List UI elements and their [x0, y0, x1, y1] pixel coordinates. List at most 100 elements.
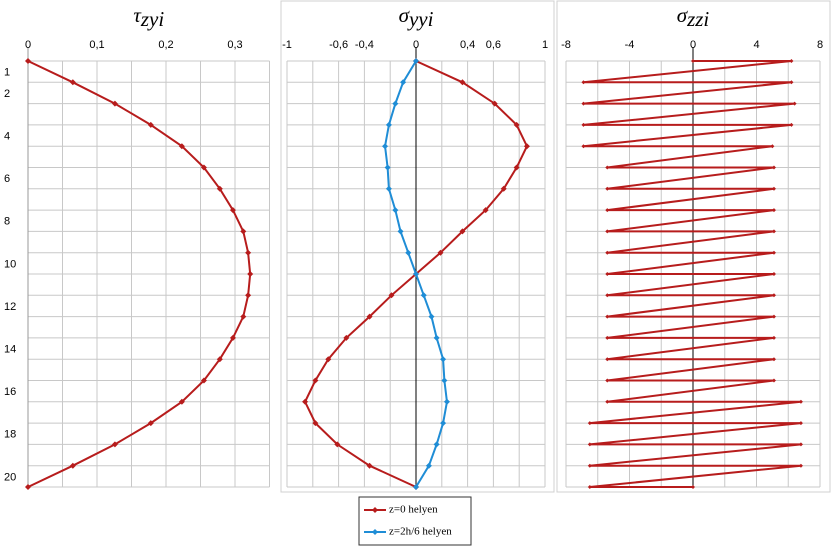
data-point	[605, 229, 610, 234]
data-point	[587, 485, 592, 489]
data-point	[384, 164, 391, 171]
data-point	[312, 420, 319, 427]
y-tick-label: 2	[4, 88, 10, 100]
y-tick-label: 18	[4, 429, 16, 441]
data-point	[200, 164, 207, 171]
title-subscript: zzi	[686, 7, 709, 31]
chart-title: σyyi	[399, 3, 434, 31]
data-point	[392, 100, 399, 107]
data-point	[771, 165, 776, 170]
data-point	[325, 356, 332, 363]
legend-marker	[372, 507, 378, 513]
y-tick-label: 8	[4, 216, 10, 228]
title-symbol: σ	[677, 3, 689, 27]
data-point	[441, 377, 448, 384]
data-point	[240, 228, 247, 235]
data-point	[581, 122, 586, 127]
data-point	[397, 228, 404, 235]
x-tick-label: -0,6	[329, 39, 348, 51]
x-tick-label: -1	[282, 39, 292, 51]
data-point	[605, 378, 610, 383]
data-point	[771, 293, 776, 298]
data-point	[605, 186, 610, 191]
x-tick-label: 0,2	[158, 39, 173, 51]
data-point	[605, 314, 610, 319]
data-point	[366, 462, 373, 469]
data-point	[25, 58, 31, 64]
y-tick-label: 4	[4, 130, 10, 142]
data-point	[147, 121, 154, 128]
data-point	[513, 164, 520, 171]
x-tick-label: -4	[625, 39, 635, 51]
data-point	[245, 249, 252, 256]
title-subscript: zyi	[140, 7, 164, 31]
data-point	[111, 100, 118, 107]
data-point	[798, 463, 803, 468]
y-tick-label: 20	[4, 471, 16, 483]
x-tick-label: 0,6	[486, 39, 501, 51]
data-point	[771, 378, 776, 383]
data-point	[459, 228, 466, 235]
x-tick-label: 1	[542, 39, 548, 51]
data-point	[789, 122, 794, 127]
data-point	[792, 101, 797, 106]
data-point	[147, 420, 154, 427]
data-point	[771, 335, 776, 340]
data-point	[587, 421, 592, 426]
data-point	[581, 80, 586, 85]
chart-title: σzzi	[677, 3, 710, 31]
series-line	[583, 60, 802, 488]
data-point	[428, 313, 435, 320]
title-subscript: yyi	[407, 7, 434, 31]
data-point	[587, 442, 592, 447]
legend-marker	[372, 529, 378, 535]
data-point	[111, 441, 118, 448]
data-point	[523, 143, 530, 150]
data-point	[388, 292, 395, 299]
data-point	[440, 420, 447, 427]
data-point	[500, 185, 507, 192]
data-point	[413, 271, 419, 277]
data-point	[691, 485, 695, 489]
data-point	[605, 165, 610, 170]
data-point	[581, 101, 586, 106]
data-point	[302, 398, 309, 405]
x-tick-label: 0,4	[460, 39, 475, 51]
data-point	[771, 250, 776, 255]
data-point	[443, 398, 450, 405]
data-point	[216, 185, 223, 192]
data-point	[334, 441, 341, 448]
x-tick-label: 0,1	[89, 39, 104, 51]
data-point	[382, 143, 389, 150]
data-point	[433, 334, 440, 341]
legend-label: z=2h/6 helyen	[389, 526, 452, 538]
data-point	[69, 79, 76, 86]
data-point	[425, 462, 432, 469]
data-point	[771, 186, 776, 191]
x-tick-label: 4	[753, 39, 759, 51]
x-tick-label: 0,3	[227, 39, 242, 51]
data-point	[400, 79, 407, 86]
x-tick-label: -8	[561, 39, 571, 51]
data-point	[178, 398, 185, 405]
data-point	[789, 59, 794, 63]
data-point	[798, 399, 803, 404]
x-tick-label: 0	[413, 39, 419, 51]
panel-frame	[556, 0, 831, 493]
panel-frame	[280, 0, 555, 493]
data-point	[482, 207, 489, 214]
data-point	[25, 484, 31, 490]
data-point	[200, 377, 207, 384]
data-point	[771, 208, 776, 213]
x-tick-label: -0,4	[355, 39, 374, 51]
data-point	[771, 272, 776, 276]
data-point	[581, 144, 586, 149]
data-point	[385, 185, 392, 192]
data-point	[229, 334, 236, 341]
title-symbol: σ	[399, 3, 411, 27]
data-point	[605, 357, 610, 362]
y-tick-label: 6	[4, 173, 10, 185]
y-tick-label: 14	[4, 343, 16, 355]
x-tick-label: 0	[690, 39, 696, 51]
